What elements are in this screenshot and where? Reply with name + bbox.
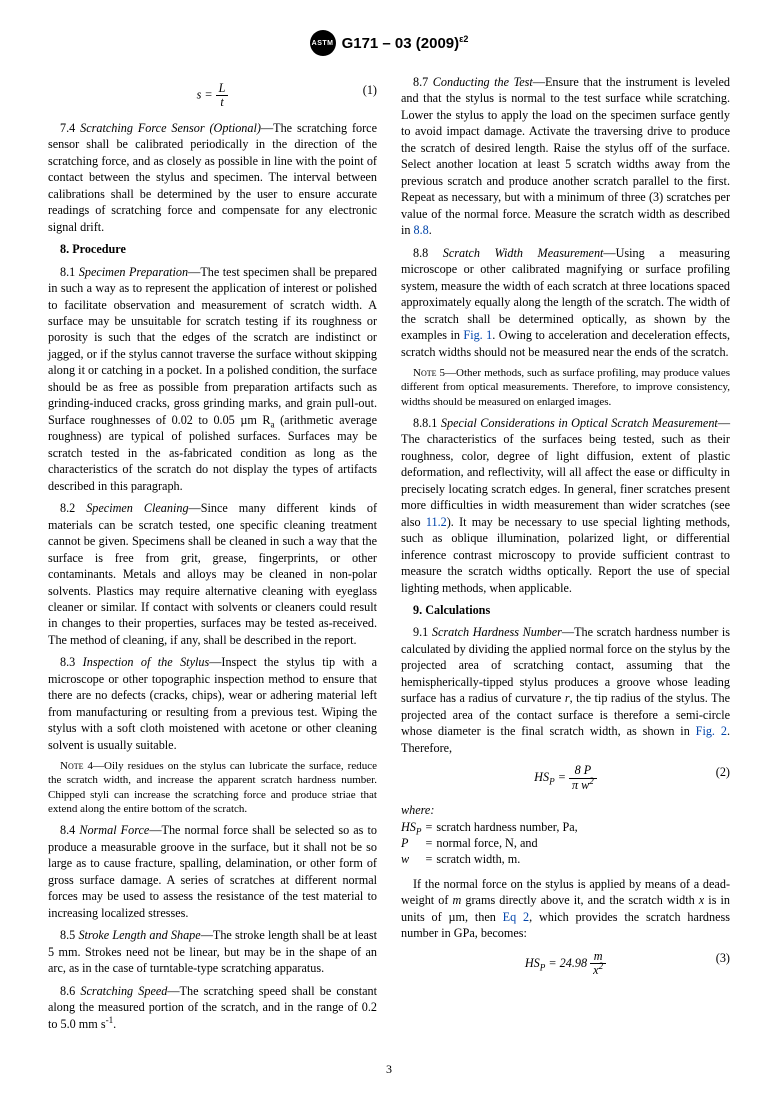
where-row-2: P = normal force, N, and xyxy=(401,835,582,851)
eq3-number: (3) xyxy=(716,950,730,966)
p88-num: 8.8 xyxy=(413,246,428,260)
para-9-1: 9.1 Scratch Hardness Number—The scratch … xyxy=(401,624,730,756)
p881-title: Special Considerations in Optical Scratc… xyxy=(441,416,718,430)
eq1-lhs: s = xyxy=(197,88,213,102)
where-label: where: xyxy=(401,802,730,818)
p881-num: 8.8.1 xyxy=(413,416,437,430)
eq1-num: L xyxy=(216,82,229,96)
p74-body: —The scratching force sensor shall be ca… xyxy=(48,121,377,234)
link-11-2[interactable]: 11.2 xyxy=(426,515,447,529)
para-8-7: 8.7 Conducting the Test—Ensure that the … xyxy=(401,74,730,239)
para-8-1: 8.1 Specimen Preparation—The test specim… xyxy=(48,264,377,495)
p87-title: Conducting the Test xyxy=(433,75,533,89)
p74-title: Scratching Force Sensor (Optional) xyxy=(80,121,261,135)
p82-num: 8.2 xyxy=(60,501,75,515)
where-row-1: HSP = scratch hardness number, Pa, xyxy=(401,819,582,835)
p83-body: —Inspect the stylus tip with a microscop… xyxy=(48,655,377,751)
para-8-6: 8.6 Scratching Speed—The scratching spee… xyxy=(48,983,377,1032)
left-column: s = L t (1) 7.4 Scratching Force Sensor … xyxy=(48,74,377,1038)
where-block: where: HSP = scratch hardness number, Pa… xyxy=(401,802,730,868)
p88-title: Scratch Width Measurement xyxy=(443,246,604,260)
where-table: HSP = scratch hardness number, Pa, P = n… xyxy=(401,819,582,868)
eq3-lhs: HSP = 24.98 xyxy=(525,956,590,970)
doc-id: G171 – 03 (2009)ε2 xyxy=(342,35,469,52)
p82-body: —Since many different kinds of materials… xyxy=(48,501,377,647)
p881-body2: ). It may be necessary to use special li… xyxy=(401,515,730,595)
para-after-eq2: If the normal force on the stylus is app… xyxy=(401,876,730,942)
right-column: 8.7 Conducting the Test—Ensure that the … xyxy=(401,74,730,1038)
p91-num: 9.1 xyxy=(413,625,428,639)
columns: s = L t (1) 7.4 Scratching Force Sensor … xyxy=(48,74,730,1038)
link-fig-2[interactable]: Fig. 2 xyxy=(696,724,727,738)
p84-num: 8.4 xyxy=(60,823,75,837)
eq2-number: (2) xyxy=(716,764,730,780)
para-8-5: 8.5 Stroke Length and Shape—The stroke l… xyxy=(48,927,377,976)
astm-logo: ASTM xyxy=(310,30,336,56)
eq1-number: (1) xyxy=(363,82,377,98)
note-5: Note 5—Other methods, such as surface pr… xyxy=(401,366,730,409)
note-4: Note 4—Oily residues on the stylus can l… xyxy=(48,759,377,816)
pa-b2: grams directly above it, and the scratch… xyxy=(461,893,698,907)
p74-num: 7.4 xyxy=(60,121,75,135)
link-eq-2[interactable]: Eq 2 xyxy=(503,910,529,924)
section-8-heading: 8. Procedure xyxy=(48,241,377,257)
equation-2: HSP = 8 P π w2 (2) xyxy=(401,764,730,792)
p84-title: Normal Force xyxy=(79,823,149,837)
p87-body: —Ensure that the instrument is leveled a… xyxy=(401,75,730,237)
p91-title: Scratch Hardness Number xyxy=(432,625,562,639)
p86-num: 8.6 xyxy=(60,984,75,998)
para-8-2: 8.2 Specimen Cleaning—Since many differe… xyxy=(48,500,377,648)
note5-label: Note 5— xyxy=(413,367,456,379)
equation-3: HSP = 24.98 m x2 (3) xyxy=(401,950,730,978)
p81-body: —The test specimen shall be prepared in … xyxy=(48,265,377,427)
eq2-lhs: HSP = xyxy=(534,770,569,784)
p81-title: Specimen Preparation xyxy=(79,265,188,279)
para-8-8: 8.8 Scratch Width Measurement—Using a me… xyxy=(401,245,730,360)
p83-num: 8.3 xyxy=(60,655,75,669)
p87-num: 8.7 xyxy=(413,75,428,89)
doc-id-sup: ε2 xyxy=(459,34,468,44)
page: ASTM G171 – 03 (2009)ε2 s = L t (1) 7.4 … xyxy=(0,0,778,1117)
p881-body: —The characteristics of the surfaces bei… xyxy=(401,416,730,529)
page-number: 3 xyxy=(48,1062,730,1077)
where-def-3: scratch width, m. xyxy=(436,851,581,867)
link-fig-1[interactable]: Fig. 1 xyxy=(463,328,492,342)
p84-body: —The normal force shall be selected so a… xyxy=(48,823,377,919)
link-8-8[interactable]: 8.8 xyxy=(414,223,429,237)
p87-body2: . xyxy=(429,223,432,237)
pa-m: m xyxy=(453,893,462,907)
para-7-4: 7.4 Scratching Force Sensor (Optional)—T… xyxy=(48,120,377,235)
eq3-den: x2 xyxy=(590,964,606,977)
where-def-1: scratch hardness number, Pa, xyxy=(436,819,581,835)
p81-num: 8.1 xyxy=(60,265,75,279)
page-header: ASTM G171 – 03 (2009)ε2 xyxy=(48,30,730,56)
para-8-8-1: 8.8.1 Special Considerations in Optical … xyxy=(401,415,730,596)
doc-id-text: G171 – 03 (2009) xyxy=(342,35,460,52)
p86-body2: . xyxy=(113,1017,116,1031)
p86-title: Scratching Speed xyxy=(80,984,167,998)
where-def-2: normal force, N, and xyxy=(436,835,581,851)
section-9-heading: 9. Calculations xyxy=(401,602,730,618)
eq2-den: π w2 xyxy=(569,779,597,792)
p85-num: 8.5 xyxy=(60,928,75,942)
eq1-den: t xyxy=(216,96,229,109)
p85-title: Stroke Length and Shape xyxy=(78,928,200,942)
para-8-4: 8.4 Normal Force—The normal force shall … xyxy=(48,822,377,921)
p82-title: Specimen Cleaning xyxy=(86,501,188,515)
para-8-3: 8.3 Inspection of the Stylus—Inspect the… xyxy=(48,654,377,753)
equation-1: s = L t (1) xyxy=(48,82,377,110)
p83-title: Inspection of the Stylus xyxy=(83,655,210,669)
note4-label: Note 4— xyxy=(60,760,104,772)
where-row-3: w = scratch width, m. xyxy=(401,851,582,867)
